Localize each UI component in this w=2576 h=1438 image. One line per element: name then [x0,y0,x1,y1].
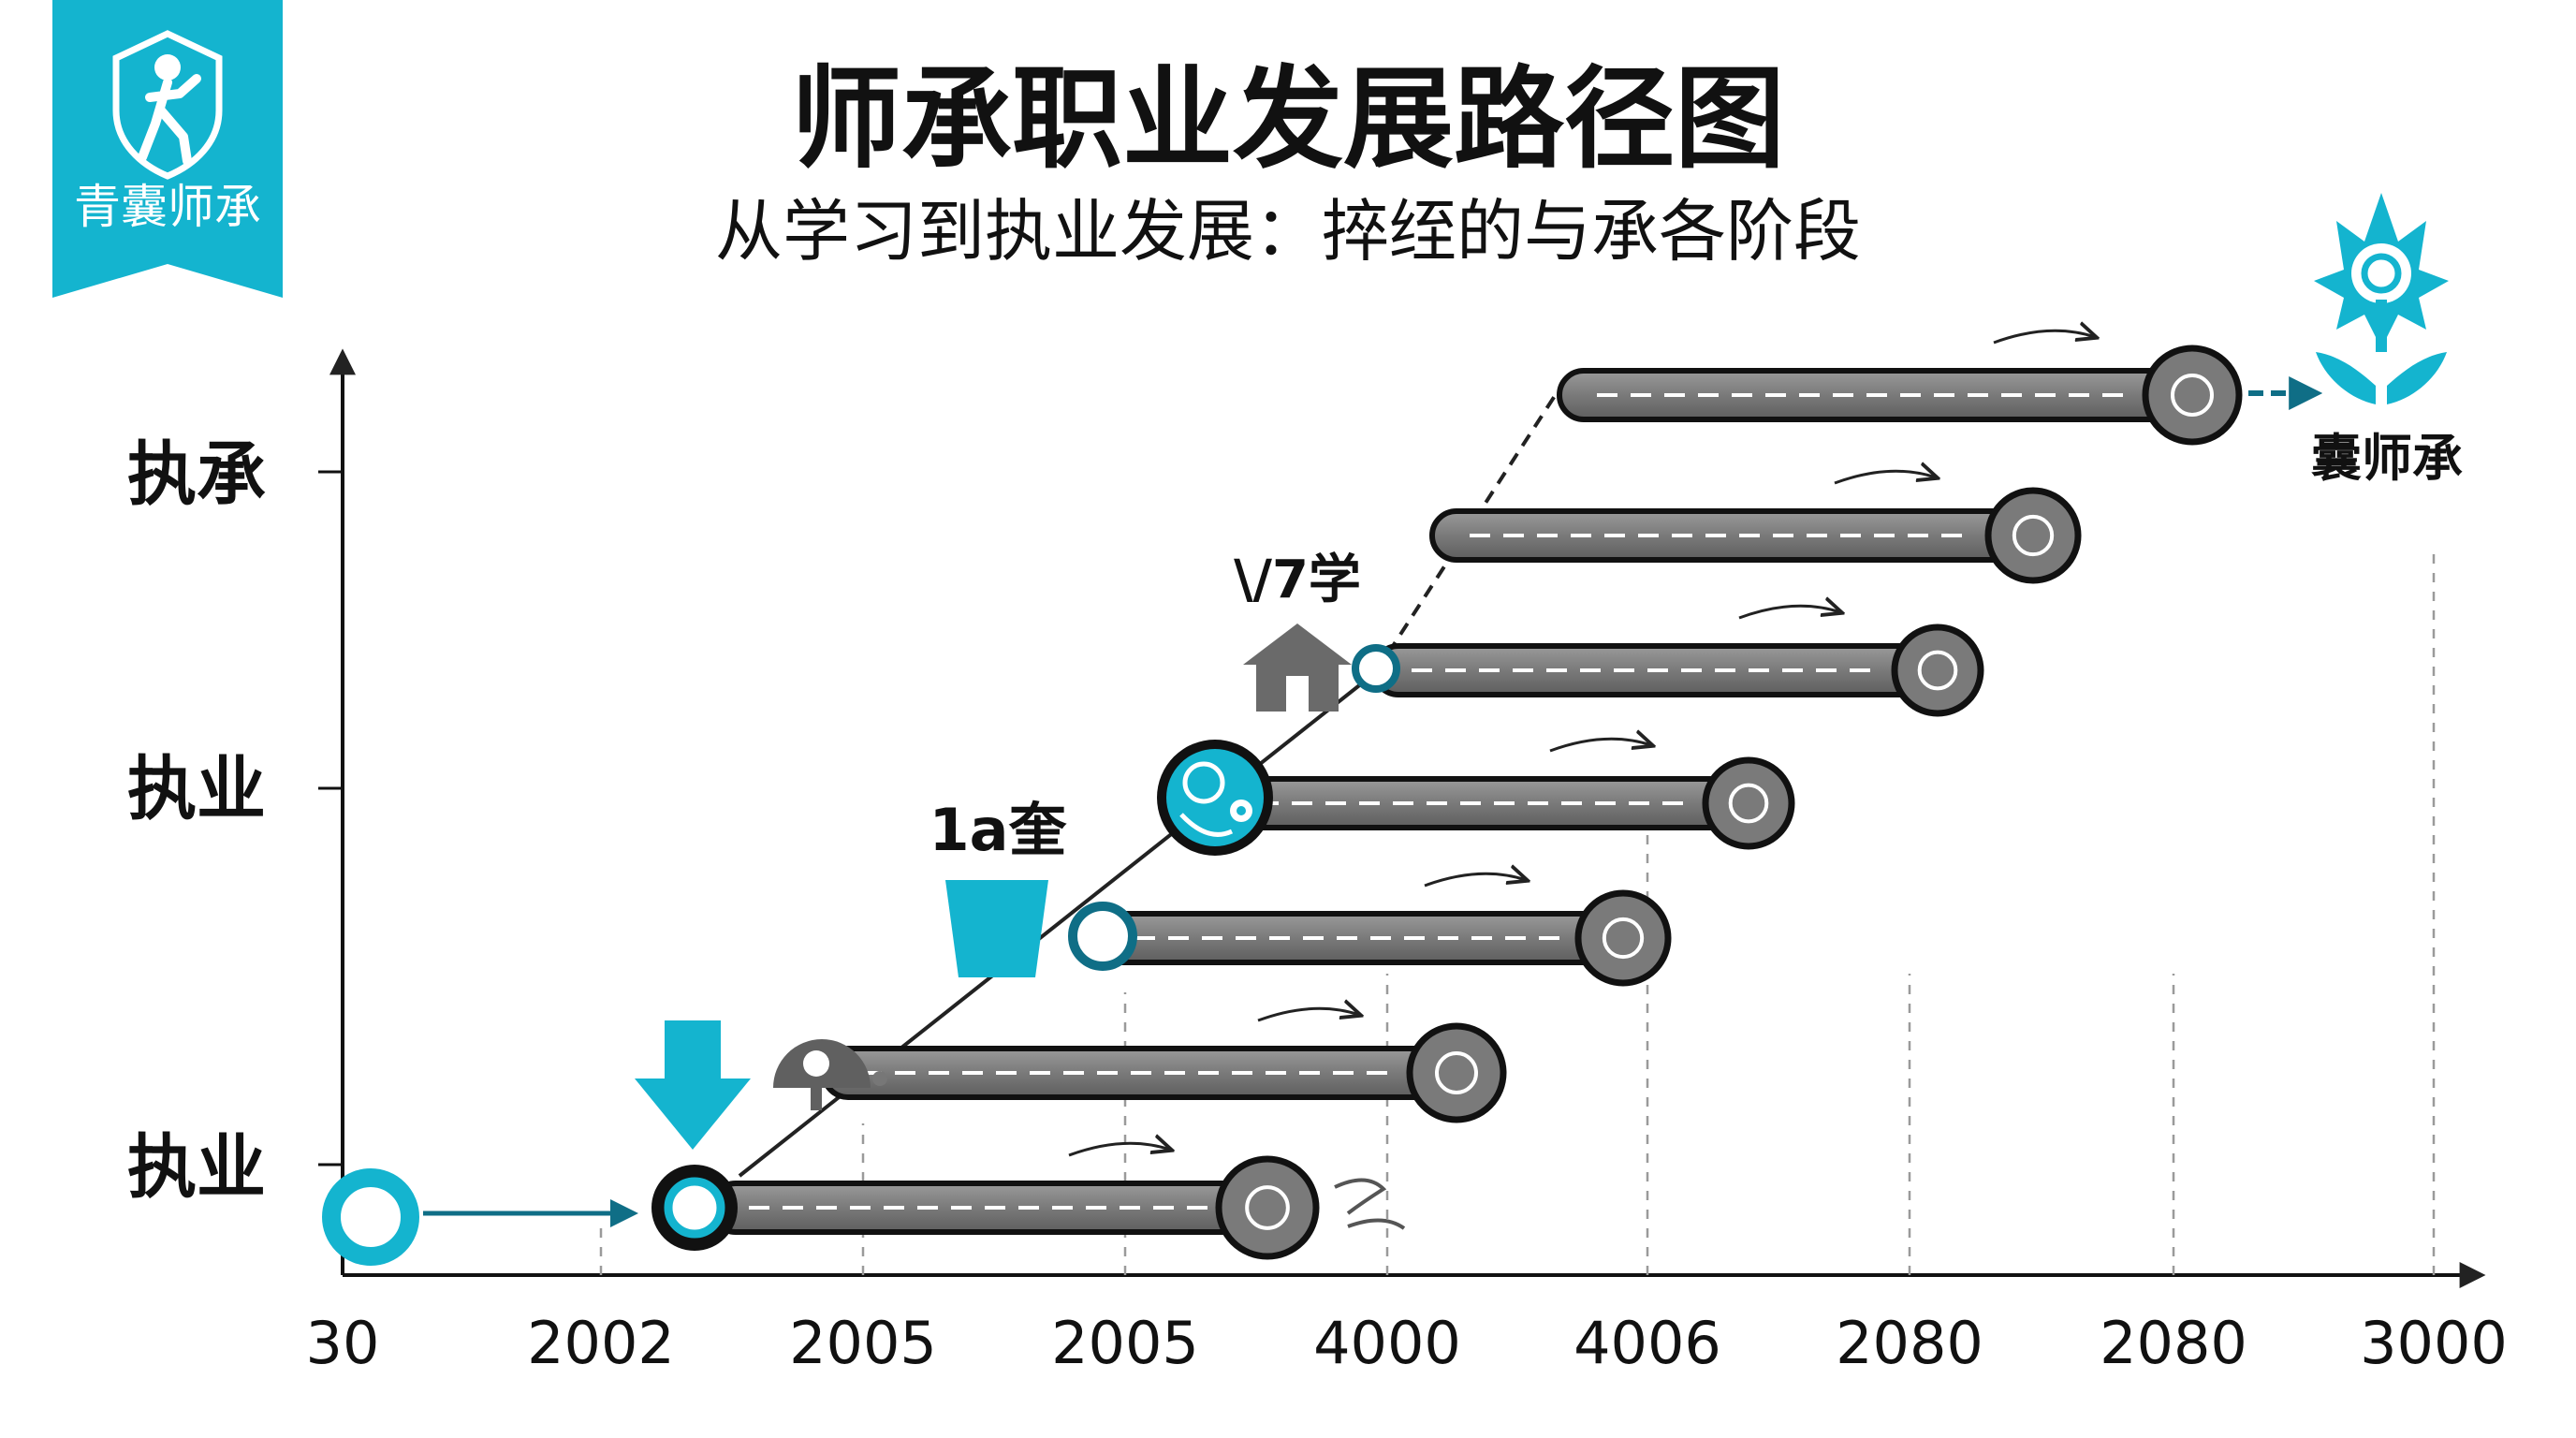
lotus-flower-icon [2314,193,2449,404]
motion-arrow [1257,1008,1359,1022]
stage-road-7 [1557,330,2243,446]
x-tick-label: 2005 [789,1309,937,1377]
page-subtitle: 从学习到执业发展：捽绖的与承各阶段 [715,192,1861,271]
stage-5-node [1352,644,1400,693]
stage-road-6 [1429,471,2082,584]
stage-road-end-knob [1891,624,1984,717]
stage-road-end-knob [1984,487,2082,584]
person-running-shield-icon [112,30,223,180]
motion-arrow [1068,1143,1170,1157]
y-label-top: 执承 [127,434,266,515]
stage-road-end-knob [1406,1022,1507,1123]
gear-dome-icon [773,1039,887,1110]
motion-arrow [1834,471,1936,485]
motion-arrow [1993,330,2095,345]
x-tick-label: 2080 [1836,1309,1983,1377]
y-label-middle: 执业 [127,749,266,829]
stage-road-end-knob [1215,1155,1320,1260]
house-icon [1243,624,1352,712]
stage-road-end-knob [1574,889,1672,987]
stage-roads [709,330,2243,1260]
stage-road-2 [821,1008,1507,1123]
x-tick-label: 4006 [1573,1309,1721,1377]
stage-road-end-knob [1702,756,1795,850]
stage-1-node [651,1165,738,1251]
bucket-icon [945,880,1048,977]
start-node [322,1168,419,1266]
stage-road-4 [1218,739,1795,850]
motion-arrow [1549,739,1651,753]
logo-text: 青囊师承 [74,180,261,234]
x-tick-label: 2080 [2100,1309,2247,1377]
stage-road-end-knob [2142,345,2243,446]
x-gridlines [599,552,2436,1275]
x-tick-label: 4000 [1313,1309,1461,1377]
stage-road-5 [1371,606,1984,717]
stage-3-annotation: 1a奎 [929,796,1068,864]
x-tick-label: 3000 [2360,1309,2508,1377]
stage-road-3 [1094,873,1672,987]
x-tick-label: 30 [306,1309,380,1377]
stage-3-node [1068,902,1137,971]
motion-arrow [1738,606,1840,620]
endpoint-label: 囊师承 [2311,429,2463,488]
y-label-bottom: 执业 [127,1127,266,1208]
stage-road-1 [709,1143,1320,1260]
x-tick-label: 2002 [527,1309,675,1377]
logo-badge: 青囊师承 [52,0,283,298]
globe-gear-icon [1157,740,1273,856]
stage-5-annotation: \/7学 [1234,550,1361,610]
x-axis-tick-labels: 30 2002 2005 2005 4000 4006 2080 2080 30… [306,1309,2508,1377]
page-title: 师承职业发展路径图 [791,54,1785,183]
down-arrow-icon [635,1020,751,1150]
x-tick-label: 2005 [1051,1309,1199,1377]
y-axis-ticks [318,470,343,1167]
wind-swirl-icon [1334,1178,1406,1230]
motion-arrow [1424,873,1526,888]
